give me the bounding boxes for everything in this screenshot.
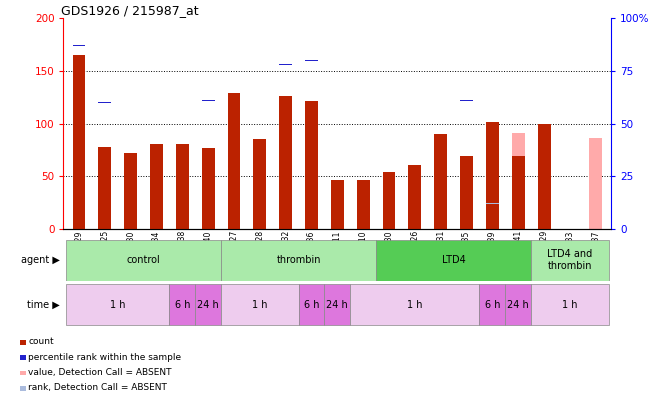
Bar: [434, 134, 447, 229]
Bar: [176, 143, 189, 229]
Text: 6 h: 6 h: [304, 300, 319, 310]
Text: LTD4 and
thrombin: LTD4 and thrombin: [547, 249, 593, 271]
Bar: [124, 153, 137, 229]
Bar: [66, 284, 170, 325]
Bar: [221, 240, 376, 281]
Text: 6 h: 6 h: [174, 300, 190, 310]
Bar: [221, 284, 299, 325]
Bar: [538, 124, 550, 229]
Text: rank, Detection Call = ABSENT: rank, Detection Call = ABSENT: [28, 384, 167, 392]
Bar: [331, 180, 344, 229]
Bar: [383, 172, 395, 229]
Bar: [589, 138, 602, 229]
Bar: [408, 164, 422, 229]
Bar: [512, 133, 524, 229]
Bar: [460, 156, 473, 229]
Text: time ▶: time ▶: [27, 300, 60, 310]
Text: LTD4: LTD4: [442, 255, 466, 265]
Bar: [531, 284, 609, 325]
Bar: [299, 284, 325, 325]
Text: 1 h: 1 h: [110, 300, 126, 310]
Bar: [66, 240, 221, 281]
Text: percentile rank within the sample: percentile rank within the sample: [28, 353, 181, 362]
Text: 1 h: 1 h: [407, 300, 423, 310]
Bar: [98, 147, 112, 229]
Bar: [253, 139, 267, 229]
Bar: [228, 93, 240, 229]
Bar: [376, 240, 531, 281]
Text: thrombin: thrombin: [277, 255, 321, 265]
Text: 24 h: 24 h: [507, 300, 529, 310]
Bar: [357, 180, 369, 229]
Text: 24 h: 24 h: [327, 300, 348, 310]
Text: control: control: [127, 255, 160, 265]
Text: value, Detection Call = ABSENT: value, Detection Call = ABSENT: [28, 368, 172, 377]
Text: 1 h: 1 h: [562, 300, 578, 310]
Bar: [195, 284, 221, 325]
Text: 1 h: 1 h: [252, 300, 268, 310]
Bar: [73, 55, 86, 229]
Text: GDS1926 / 215987_at: GDS1926 / 215987_at: [61, 4, 198, 17]
Bar: [350, 284, 480, 325]
Bar: [170, 284, 195, 325]
Bar: [325, 284, 350, 325]
Text: 24 h: 24 h: [197, 300, 219, 310]
Text: count: count: [28, 337, 53, 346]
Text: agent ▶: agent ▶: [21, 255, 60, 265]
Bar: [279, 96, 292, 229]
Bar: [512, 156, 524, 229]
Bar: [480, 284, 505, 325]
Bar: [505, 284, 531, 325]
Bar: [531, 240, 609, 281]
Bar: [305, 101, 318, 229]
Bar: [486, 122, 499, 229]
Bar: [202, 148, 214, 229]
Bar: [150, 143, 163, 229]
Bar: [279, 173, 292, 229]
Text: 6 h: 6 h: [484, 300, 500, 310]
